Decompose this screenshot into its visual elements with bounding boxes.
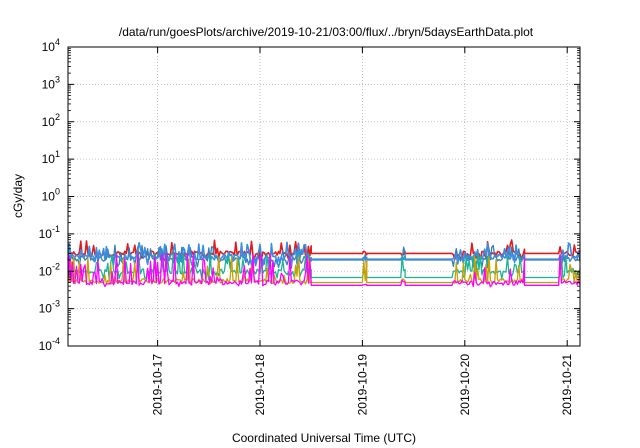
y-tick-label: 101 [42, 149, 60, 166]
x-tick-label: 2019-10-17 [151, 354, 165, 416]
ticks: 10-4 10-3 10-2 10-1 100 101 102 103 104 2019-10-1… [39, 37, 580, 415]
chart-title: /data/run/goesPlots/archive/2019-10-21/0… [119, 25, 534, 39]
series-group [67, 239, 581, 288]
x-tick-label: 2019-10-19 [355, 354, 369, 416]
y-tick-label: 10-4 [39, 336, 60, 353]
y-tick-label: 104 [42, 37, 60, 54]
y-tick-label: 103 [42, 74, 60, 91]
x-tick-label: 2019-10-18 [253, 354, 267, 416]
x-axis-label: Coordinated Universal Time (UTC) [232, 431, 416, 445]
y-tick-label: 10-1 [39, 224, 60, 241]
series-line [67, 253, 581, 288]
y-tick-label: 10-2 [39, 261, 60, 278]
y-tick-label: 102 [42, 112, 60, 129]
x-tick-label: 2019-10-21 [560, 354, 574, 416]
grid [68, 47, 580, 346]
y-tick-label: 10-3 [39, 299, 60, 316]
x-tick-label: 2019-10-20 [458, 354, 472, 416]
y-axis-label: cGy/day [11, 174, 25, 218]
series-line [67, 241, 581, 267]
series-line [67, 255, 581, 285]
y-tick-label: 100 [42, 187, 60, 204]
